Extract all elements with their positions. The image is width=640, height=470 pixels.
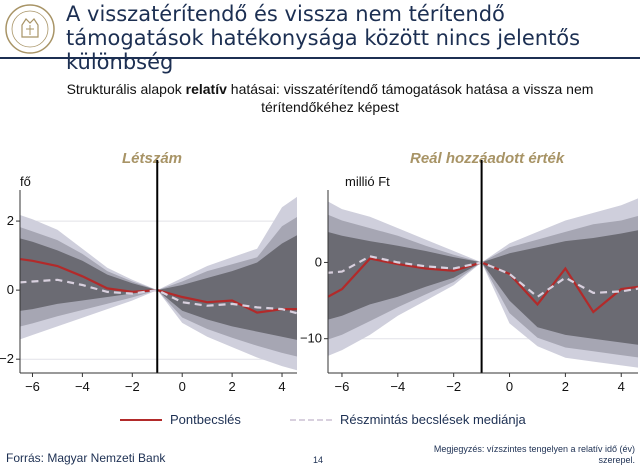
- chart-legend: Pontbecslés Részmintás becslések mediánj…: [120, 412, 580, 432]
- x-tick-label: −4: [390, 379, 405, 394]
- source-note: Forrás: Magyar Nemzeti Bank: [6, 451, 166, 465]
- y-tick-label: 0: [7, 282, 14, 297]
- subtitle-text-post: hatásai: visszatérítendő támogatások hat…: [226, 81, 594, 115]
- confidence-band-inner: [20, 235, 297, 340]
- y-tick-label: 2: [7, 213, 14, 228]
- y-axis-unit-label: fő: [20, 174, 31, 189]
- subtitle-text-bold: relatív: [185, 81, 227, 97]
- plot-area: [328, 198, 638, 368]
- y-axis-unit-label: millió Ft: [345, 174, 390, 189]
- legend-label-median: Részmintás becslések mediánja: [340, 412, 526, 427]
- confidence-band-inner: [328, 230, 638, 345]
- legend-swatch-median: [290, 418, 332, 421]
- x-tick-label: −4: [75, 379, 90, 394]
- x-tick-label: −6: [335, 379, 350, 394]
- legend-item-point: Pontbecslés: [120, 412, 241, 427]
- y-tick-label: −10: [300, 331, 322, 346]
- legend-label-point: Pontbecslés: [170, 412, 241, 427]
- x-tick-label: 4: [278, 379, 285, 394]
- chart-subtitle: Strukturális alapok relatív hatásai: vis…: [40, 80, 620, 116]
- panel-title-real-hozzaadott: Reál hozzáadott érték: [410, 150, 565, 167]
- x-tick-label: −2: [446, 379, 461, 394]
- page-number: 14: [313, 455, 324, 465]
- chart-panel-1: −2 0 2 −6 −4 −2 0 2 4 fő: [0, 160, 297, 394]
- legend-item-median: Részmintás becslések mediánja: [290, 412, 526, 427]
- x-tick-label: −6: [25, 379, 40, 394]
- mnb-logo: [5, 4, 55, 54]
- subtitle-text-pre: Strukturális alapok: [66, 81, 186, 97]
- chart-panel-2: −10 0 −6 −4 −2 0 2 4 millió Ft: [300, 160, 638, 394]
- y-tick-label: −2: [0, 351, 14, 366]
- x-tick-label: 2: [562, 379, 569, 394]
- footnote: Megjegyzés: vízszintes tengelyen a relat…: [433, 444, 635, 465]
- x-tick-label: 2: [228, 379, 235, 394]
- panel-title-letszam: Létszám: [122, 150, 183, 167]
- slide-title: A visszatérítendő és vissza nem térítend…: [66, 2, 581, 74]
- series-line-subsample-median: [20, 278, 297, 315]
- x-tick-label: 4: [618, 379, 625, 394]
- x-tick-label: 0: [506, 379, 513, 394]
- x-tick-label: −2: [125, 379, 140, 394]
- x-tick-label: 0: [179, 379, 186, 394]
- y-tick-label: 0: [315, 254, 322, 269]
- title-divider: [0, 57, 640, 59]
- legend-swatch-point: [120, 418, 162, 421]
